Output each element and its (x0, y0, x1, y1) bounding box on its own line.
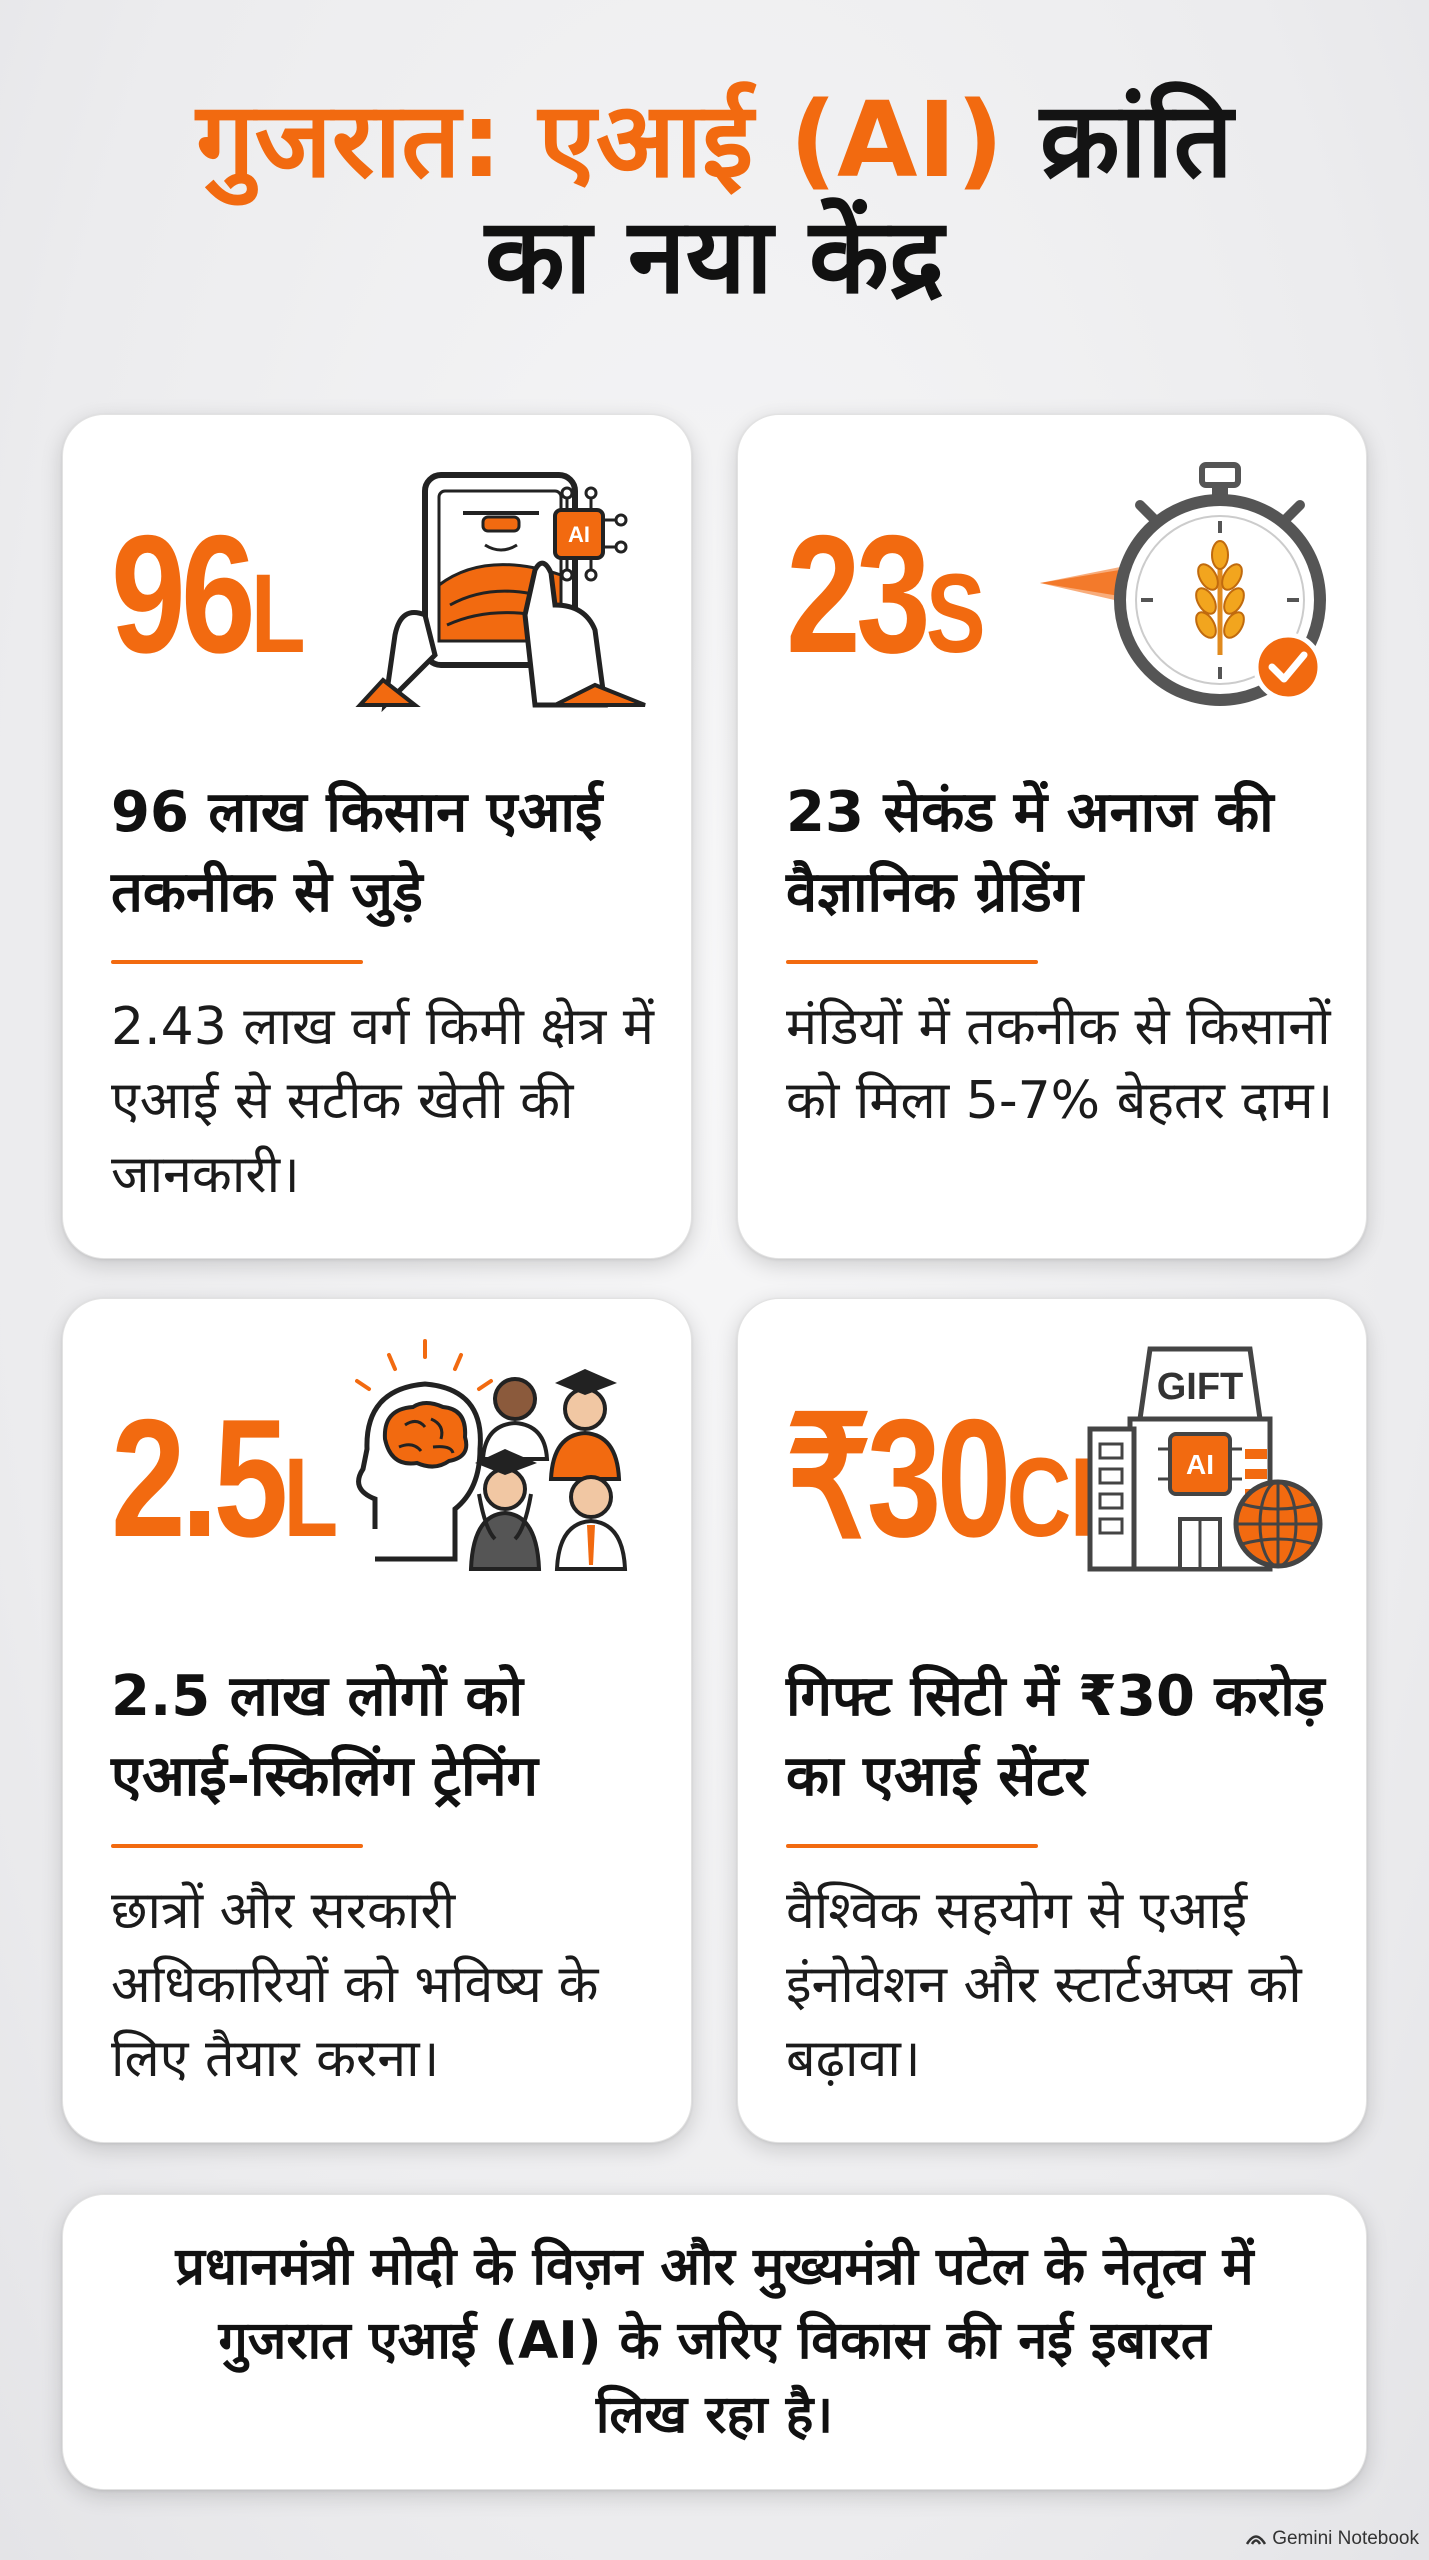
title-line-1-end: क्रांति (1003, 79, 1233, 201)
stat-card-skilling: 2.5L 2.5 लाख लोगों को एआई-स्किलिंग ट्रेन… (62, 1298, 692, 2143)
stat-number: 2.5 (111, 1384, 288, 1572)
stopwatch-wheat-check-icon (1040, 462, 1326, 706)
brain-graduates-icon (355, 1339, 628, 1571)
ai-chip-label: AI (1186, 1449, 1214, 1480)
card-body: वैश्विक सहयोग से एआई इंनोवेशन और स्टार्ट… (786, 1881, 1302, 2089)
stat-card-gift-city: ₹30CR GIFT AI गिफ्ट सिटी में ₹30 करोड़ क… (737, 1298, 1367, 2143)
stat-number: 96 (111, 500, 256, 688)
gift-building-globe-icon: GIFT AI (1087, 1346, 1323, 1572)
notebook-logo-icon (1246, 2535, 1267, 2545)
card-heading: 96 लाख किसान एआई तकनीक से जुड़े (111, 780, 603, 925)
tablet-drone-field-icon: AI (355, 472, 646, 713)
card-heading: 23 सेकंड में अनाज की वैज्ञानिक ग्रेडिंग (786, 780, 1274, 925)
footer-statement-card: प्रधानमंत्री मोदी के विज़न और मुख्यमंत्र… (62, 2194, 1367, 2490)
ai-chip-label: AI (568, 522, 590, 547)
stat-card-grading: 23S 23 सेकंड में अनाज की वैज्ञानिक ग्रेड… (737, 414, 1367, 1259)
title-line-1: गुजरात: एआई (AI) क्रांति (0, 82, 1429, 198)
watermark: Gemini Notebook (1246, 2528, 1419, 2550)
stat-value: 23S (786, 510, 986, 678)
divider (786, 960, 1038, 964)
card-heading: गिफ्ट सिटी में ₹30 करोड़ का एआई सेंटर (786, 1664, 1325, 1809)
stat-unit: S (925, 551, 986, 676)
stat-unit: L (283, 1435, 338, 1560)
stat-number: ₹30 (786, 1384, 1011, 1572)
stat-card-farmers: 96L AI 96 लाख किसान एआई तकनीक से जुड़े 2… (62, 414, 692, 1259)
stat-number: 23 (786, 500, 931, 688)
title-line-2: का नया केंद्र (484, 195, 945, 318)
watermark-text: Gemini Notebook (1272, 2528, 1419, 2549)
gift-sign: GIFT (1157, 1366, 1244, 1408)
title-ai-tag: (AI) (789, 79, 1004, 201)
divider (111, 960, 363, 964)
stat-unit: L (250, 551, 306, 676)
divider (786, 1844, 1038, 1848)
card-body: छात्रों और सरकारी अधिकारियों को भविष्य क… (111, 1881, 599, 2089)
card-body: मंडियों में तकनीक से किसानों को मिला 5-7… (786, 997, 1334, 1131)
title-line-1-main: गुजरात: एआई (196, 79, 790, 201)
card-body: 2.43 लाख वर्ग किमी क्षेत्र में एआई से सट… (111, 997, 654, 1205)
stat-value: 2.5L (111, 1394, 338, 1562)
stat-value: 96L (111, 510, 306, 678)
divider (111, 1844, 363, 1848)
card-heading: 2.5 लाख लोगों को एआई-स्किलिंग ट्रेनिंग (111, 1664, 539, 1809)
footer-statement: प्रधानमंत्री मोदी के विज़न और मुख्यमंत्र… (175, 2237, 1254, 2445)
page-title: गुजरात: एआई (AI) क्रांति का नया केंद्र (0, 82, 1429, 315)
